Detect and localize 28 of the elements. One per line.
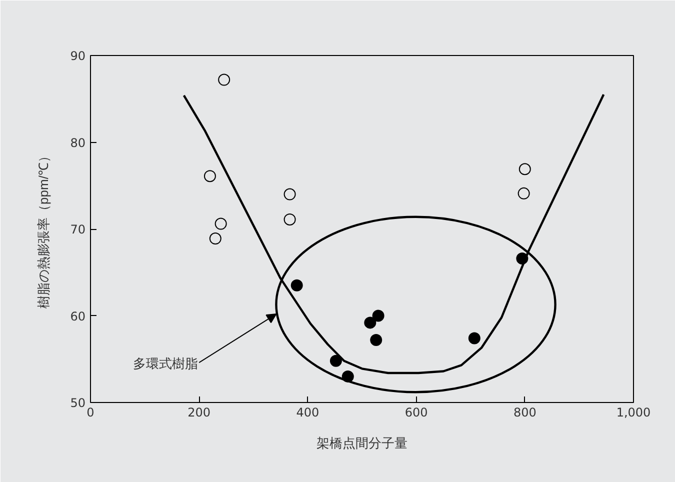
y-tick-label: 80	[70, 136, 86, 150]
point	[290, 279, 303, 292]
point	[218, 74, 230, 86]
y-tick-label: 90	[70, 49, 86, 63]
point	[284, 188, 296, 200]
point	[209, 232, 222, 245]
point	[518, 187, 530, 200]
point	[372, 310, 384, 322]
x-tick-label: 400	[296, 406, 320, 420]
x-tick-label: 200	[188, 406, 211, 420]
x-tick-label: 600	[404, 406, 428, 420]
y-tick-label: 70	[70, 222, 86, 236]
y-tick-label: 60	[70, 309, 86, 324]
x-tick-label: 800	[513, 406, 536, 420]
y-tick-label: 50	[70, 396, 86, 410]
point	[284, 213, 296, 226]
point	[468, 332, 480, 344]
point	[214, 218, 227, 230]
point	[204, 170, 216, 182]
annotation: 多環式樹脂	[133, 356, 198, 372]
point	[364, 316, 376, 329]
point	[518, 163, 531, 176]
point	[330, 354, 342, 367]
point	[370, 334, 382, 346]
x-tick-label: 0	[86, 406, 94, 420]
x-tick-label: 1,000	[616, 406, 651, 420]
x-axis-title: 架橋点間分子量	[316, 436, 408, 450]
y-axis-title: 樹脂の熱膨張率（ppm/℃）	[36, 150, 52, 308]
